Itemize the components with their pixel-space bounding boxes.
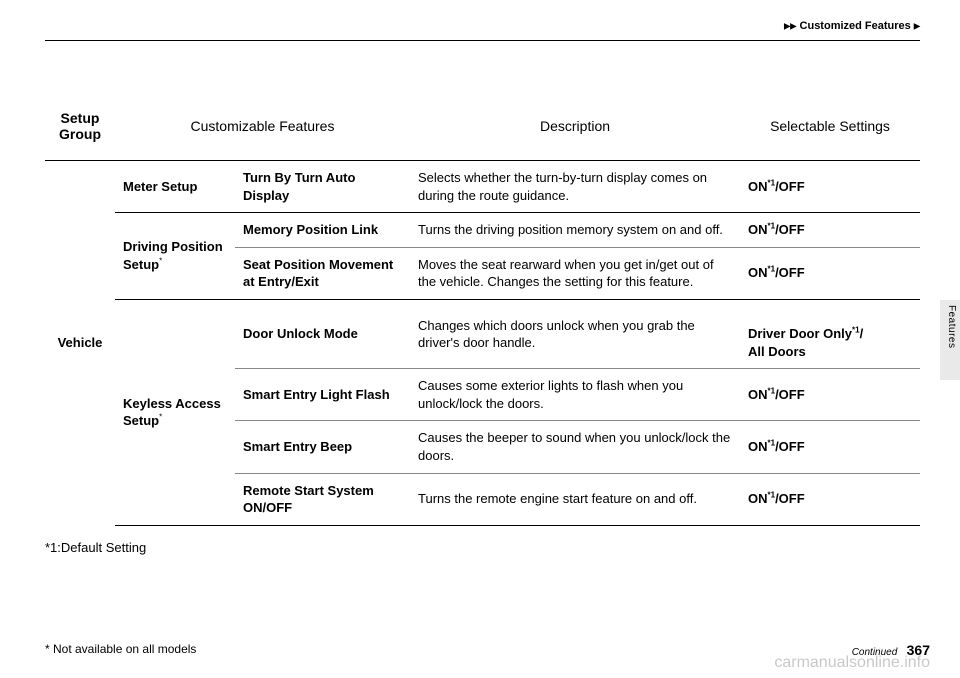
setting-post: /OFF — [775, 491, 805, 506]
setting-pre: ON — [748, 265, 768, 280]
chevron-right-icon: ▶ — [914, 22, 920, 31]
note-default: *1:Default Setting — [45, 540, 920, 555]
feature-cell: Smart Entry Beep — [235, 421, 410, 473]
setting-sup: *1 — [768, 178, 776, 187]
th-settings: Selectable Settings — [740, 100, 920, 161]
watermark: carmanualsonline.info — [774, 654, 930, 672]
setting-sup: *1 — [768, 491, 776, 500]
setting-post: /OFF — [775, 387, 805, 402]
chevron-right-icon: ▶▶ — [784, 22, 796, 31]
setting-sup: *1 — [768, 439, 776, 448]
side-tab-label: Features — [946, 305, 957, 348]
setting-cell: Driver Door Only*1/ All Doors — [740, 299, 920, 369]
desc-cell: Causes some exterior lights to flash whe… — [410, 369, 740, 421]
breadcrumb: ▶▶ Customized Features ▶ — [784, 20, 920, 32]
th-group: Setup Group — [45, 100, 115, 161]
setting-cell: ON*1/OFF — [740, 161, 920, 213]
feature-cell: Door Unlock Mode — [235, 299, 410, 369]
footnote-models: * Not available on all models — [45, 642, 196, 656]
feature-cell: Seat Position Movement at Entry/Exit — [235, 247, 410, 299]
setting-pre: ON — [748, 491, 768, 506]
desc-cell: Causes the beeper to sound when you unlo… — [410, 421, 740, 473]
setting-pre: ON — [748, 222, 768, 237]
feature-cell: Memory Position Link — [235, 213, 410, 248]
setting-post: /OFF — [775, 265, 805, 280]
setting-cell: ON*1/OFF — [740, 247, 920, 299]
th-desc: Description — [410, 100, 740, 161]
setting-cell: ON*1/OFF — [740, 369, 920, 421]
page-body: Setup Group Customizable Features Descri… — [45, 100, 920, 555]
desc-cell: Moves the seat rearward when you get in/… — [410, 247, 740, 299]
subgroup-cell: Keyless Access Setup* — [115, 299, 235, 525]
setting-cell: ON*1/OFF — [740, 421, 920, 473]
subgroup-sup: * — [159, 413, 162, 422]
desc-cell: Turns the remote engine start feature on… — [410, 473, 740, 525]
desc-cell: Selects whether the turn-by-turn display… — [410, 161, 740, 213]
feature-cell: Smart Entry Light Flash — [235, 369, 410, 421]
subgroup-cell: Driving Position Setup* — [115, 213, 235, 300]
desc-cell: Turns the driving position memory system… — [410, 213, 740, 248]
breadcrumb-text: Customized Features — [800, 20, 911, 32]
setting-pre: ON — [748, 387, 768, 402]
setting-pre: Driver Door Only — [748, 326, 852, 341]
setting-post: /OFF — [775, 222, 805, 237]
subgroup-sup: * — [159, 257, 162, 266]
group-cell: Vehicle — [45, 161, 115, 526]
setting-sup: *1 — [852, 326, 860, 335]
divider — [45, 40, 920, 41]
features-table: Setup Group Customizable Features Descri… — [45, 100, 920, 526]
subgroup-cell: Meter Setup — [115, 161, 235, 213]
setting-post: /OFF — [775, 439, 805, 454]
setting-pre: ON — [748, 439, 768, 454]
subgroup-label: Keyless Access Setup — [123, 396, 221, 429]
setting-post: /OFF — [775, 179, 805, 194]
setting-sup: *1 — [768, 222, 776, 231]
th-features: Customizable Features — [115, 100, 410, 161]
setting-pre: ON — [748, 179, 768, 194]
setting-sup: *1 — [768, 387, 776, 396]
setting-sup: *1 — [768, 265, 776, 274]
desc-cell: Changes which doors unlock when you grab… — [410, 299, 740, 369]
setting-cell: ON*1/OFF — [740, 473, 920, 525]
setting-cell: ON*1/OFF — [740, 213, 920, 248]
feature-cell: Remote Start System ON/OFF — [235, 473, 410, 525]
subgroup-label: Driving Position Setup — [123, 239, 223, 272]
feature-cell: Turn By Turn Auto Display — [235, 161, 410, 213]
